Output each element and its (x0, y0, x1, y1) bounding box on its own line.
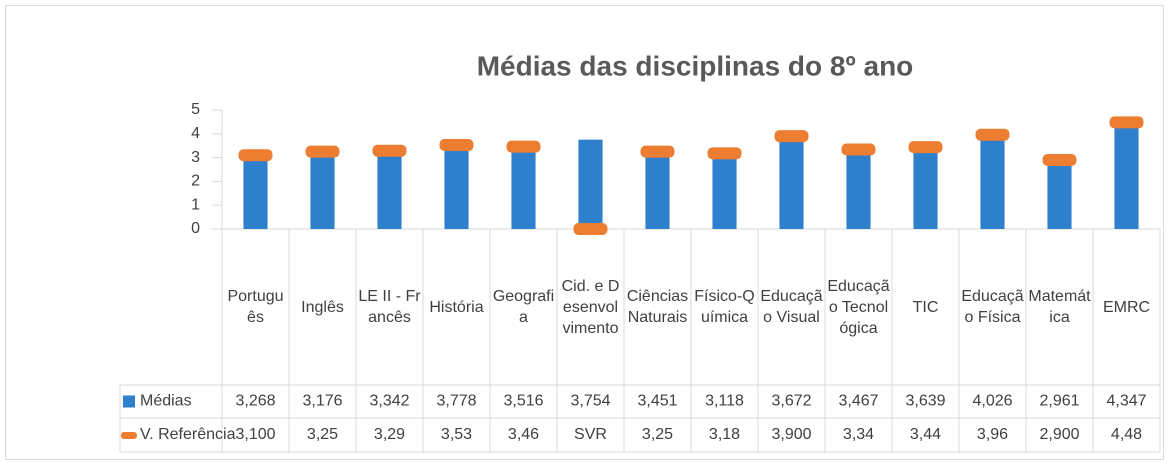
x-tick-label: Cid. e Desenvolvimento (561, 277, 620, 337)
bar (310, 153, 335, 229)
table-value: 3,18 (709, 426, 740, 443)
bar (846, 146, 871, 229)
reference-marker (640, 145, 675, 158)
table-value: 3,900 (771, 426, 811, 443)
table-value: SVR (574, 426, 607, 443)
bar (377, 149, 402, 229)
reference-marker (774, 130, 809, 143)
bar (1047, 158, 1072, 229)
table-value: 3,342 (369, 393, 409, 410)
table-value: 3,672 (771, 393, 811, 410)
category-cell: Educação Tecnológica (827, 277, 890, 337)
x-tick-label: Geografia (492, 288, 555, 326)
table-value: 4,48 (1111, 426, 1142, 443)
reference-marker (841, 143, 876, 156)
x-tick-label: Educação Tecnológica (827, 277, 890, 337)
table-value: 2,961 (1039, 393, 1079, 410)
table-value: 3,34 (843, 426, 874, 443)
category-cell: Português (227, 288, 284, 326)
category-cell: Educação Física (961, 288, 1024, 326)
legend-label: V. Referência (140, 426, 236, 443)
y-tick-label: 0 (191, 220, 200, 237)
x-tick-label: Português (227, 288, 284, 326)
category-cell: EMRC (1102, 298, 1151, 316)
reference-marker (908, 141, 943, 154)
table-value: 3,44 (910, 426, 941, 443)
reference-marker (707, 147, 742, 160)
bar (645, 146, 670, 229)
table-value: 4,026 (972, 393, 1012, 410)
reference-marker (1042, 153, 1077, 166)
bar (511, 145, 536, 229)
x-tick-label: TIC (912, 298, 939, 316)
category-cell: Educação Visual (760, 288, 823, 326)
table-value: 3,96 (977, 426, 1008, 443)
x-tick-label: Educação Visual (760, 288, 823, 326)
table-value: 3,778 (436, 393, 476, 410)
y-tick-label: 3 (191, 149, 200, 166)
y-tick-label: 5 (191, 101, 200, 118)
table-value: 3,176 (302, 393, 342, 410)
table-value: 3,467 (838, 393, 878, 410)
x-tick-label: EMRC (1102, 298, 1151, 316)
table-value: 3,25 (642, 426, 673, 443)
chart-title: Médias das disciplinas do 8º ano (477, 50, 914, 81)
x-tick-label: LE II - Francês (358, 288, 421, 326)
category-cell: Geografia (492, 288, 555, 326)
category-cell: LE II - Francês (358, 288, 421, 326)
bar (712, 154, 737, 229)
reference-marker (372, 144, 407, 157)
reference-marker (238, 149, 273, 162)
x-tick-label: Inglês (301, 298, 344, 316)
table-value: 2,900 (1039, 426, 1079, 443)
reference-marker (506, 140, 541, 153)
category-cell: Inglês (301, 298, 344, 316)
table-value: 3,25 (307, 426, 338, 443)
x-tick-label: Ciências Naturais (626, 288, 689, 326)
bar (243, 151, 268, 229)
reference-marker (573, 223, 608, 235)
bar (913, 142, 938, 229)
table-value: 3,53 (441, 426, 472, 443)
table-value: 3,118 (705, 393, 744, 410)
category-cell: Ciências Naturais (626, 288, 689, 326)
bar (444, 139, 469, 229)
bar (1114, 125, 1139, 229)
table-value: 3,29 (374, 426, 405, 443)
reference-marker (975, 128, 1010, 141)
table-value: 3,268 (235, 393, 275, 410)
table-value: 3,451 (637, 393, 677, 410)
x-tick-label: Matemática (1028, 288, 1091, 326)
table-value: 3,46 (508, 426, 539, 443)
y-tick-label: 2 (191, 173, 200, 190)
reference-marker (1109, 116, 1144, 129)
table-value: 3,754 (570, 393, 610, 410)
table-value: 3,516 (503, 393, 543, 410)
y-tick-label: 1 (191, 196, 200, 213)
table-value: 4,347 (1106, 393, 1146, 410)
y-tick-label: 4 (191, 125, 200, 142)
category-cell: Físico-Química (694, 288, 755, 326)
category-cell: História (429, 298, 484, 316)
category-cell: Matemática (1028, 288, 1091, 326)
legend-key (123, 395, 135, 408)
bar (578, 139, 603, 229)
reference-marker (305, 145, 340, 158)
legend-label: Médias (140, 393, 192, 410)
bar (779, 141, 804, 229)
bar (980, 133, 1005, 229)
table-value: 3,100 (235, 426, 275, 443)
category-cell: TIC (912, 298, 939, 316)
table-value: 3,639 (905, 393, 945, 410)
x-tick-label: Físico-Química (694, 288, 755, 326)
category-cell: Cid. e Desenvolvimento (561, 277, 620, 337)
x-tick-label: Educação Física (961, 288, 1024, 326)
reference-marker (439, 138, 474, 151)
legend-key (121, 432, 137, 439)
x-tick-label: História (429, 298, 484, 316)
